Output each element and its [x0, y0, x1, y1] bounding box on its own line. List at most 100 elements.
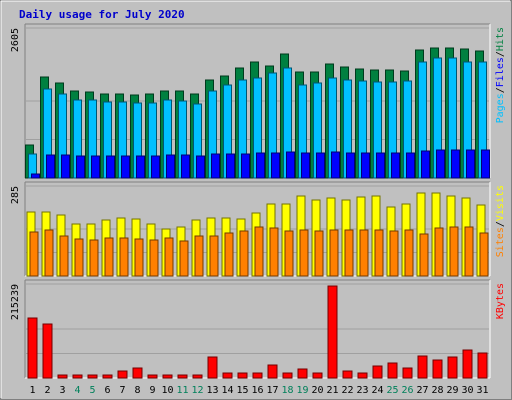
y-max-label-kbytes: 215239 [10, 284, 21, 320]
bar-sites-day-31 [479, 232, 489, 277]
bar-sites-day-30 [464, 226, 474, 277]
bar-pages-day-5 [91, 155, 100, 179]
bar-pages-day-2 [46, 154, 55, 179]
legend-separator: / [495, 87, 506, 93]
bar-sites-day-5 [89, 239, 99, 277]
bar-sites-day-27 [419, 233, 429, 277]
x-tick-label-day-3: 3 [59, 385, 65, 396]
bar-sites-day-16 [254, 226, 264, 277]
legend-item-kbytes: KBytes [495, 283, 506, 319]
bar-pages-day-28 [436, 149, 445, 179]
bar-kbytes-day-28 [432, 359, 443, 379]
x-tick-label-day-29: 29 [446, 385, 458, 396]
x-tick-label-day-30: 30 [461, 385, 473, 396]
bar-sites-day-24 [374, 229, 384, 277]
chart-title: Daily usage for July 2020 [19, 8, 185, 21]
bar-sites-day-15 [239, 230, 249, 277]
x-tick-label-day-6: 6 [104, 385, 110, 396]
x-tick-label-day-13: 13 [206, 385, 218, 396]
bar-pages-day-10 [166, 154, 175, 179]
bar-sites-day-4 [74, 238, 84, 277]
bar-sites-day-22 [344, 229, 354, 277]
legend-item-sites: Sites [495, 227, 506, 257]
bar-pages-day-21 [331, 151, 340, 179]
x-tick-label-day-18: 18 [281, 385, 293, 396]
bar-pages-day-24 [376, 152, 385, 179]
legend-item-files: Files [495, 57, 506, 87]
bar-kbytes-day-3 [57, 374, 68, 379]
bar-sites-day-26 [404, 229, 414, 277]
bar-pages-day-15 [241, 153, 250, 179]
x-tick-label-day-23: 23 [356, 385, 368, 396]
x-tick-label-day-7: 7 [119, 385, 125, 396]
bar-pages-day-31 [481, 149, 490, 179]
x-tick-label-day-21: 21 [326, 385, 338, 396]
x-tick-label-day-11: 11 [176, 385, 188, 396]
legend-item-hits: Hits [495, 27, 506, 51]
bar-kbytes-day-26 [402, 367, 413, 379]
bar-kbytes-day-29 [447, 356, 458, 379]
bar-pages-day-17 [271, 152, 280, 179]
bar-sites-day-23 [359, 229, 369, 277]
bar-pages-day-25 [391, 152, 400, 179]
bar-pages-day-12 [196, 155, 205, 179]
bar-sites-day-18 [284, 230, 294, 277]
x-tick-label-day-4: 4 [74, 385, 80, 396]
legend-item-visits: Visits [495, 185, 506, 221]
bar-pages-day-27 [421, 150, 430, 179]
x-tick-label-day-1: 1 [29, 385, 35, 396]
bar-kbytes-day-16 [252, 372, 263, 379]
bar-kbytes-day-13 [207, 356, 218, 379]
x-tick-label-day-31: 31 [476, 385, 488, 396]
legend-separator: / [495, 221, 506, 227]
bar-pages-day-18 [286, 151, 295, 179]
bar-sites-day-11 [179, 240, 189, 277]
bar-kbytes-day-18 [282, 372, 293, 379]
x-tick-label-day-26: 26 [401, 385, 413, 396]
bar-pages-day-9 [151, 155, 160, 179]
bar-pages-day-23 [361, 152, 370, 179]
bar-kbytes-day-15 [237, 372, 248, 379]
x-tick-label-day-17: 17 [266, 385, 278, 396]
bar-pages-day-20 [316, 152, 325, 179]
bar-kbytes-day-5 [87, 374, 98, 379]
legend-separator: / [495, 51, 506, 57]
legend-item-pages: Pages [495, 93, 506, 123]
legend-sites-visits: Sites/Visits [495, 185, 506, 257]
bar-pages-day-16 [256, 152, 265, 179]
bar-sites-day-19 [299, 229, 309, 277]
x-tick-label-day-16: 16 [251, 385, 263, 396]
bar-sites-day-9 [149, 239, 159, 277]
x-tick-label-day-10: 10 [161, 385, 173, 396]
bar-sites-day-13 [209, 235, 219, 277]
bar-kbytes-day-11 [177, 374, 188, 379]
bar-sites-day-2 [44, 229, 54, 277]
x-tick-label-day-2: 2 [44, 385, 50, 396]
bar-kbytes-day-12 [192, 374, 203, 379]
bar-kbytes-day-27 [417, 355, 428, 379]
x-tick-label-day-8: 8 [134, 385, 140, 396]
x-tick-label-day-25: 25 [386, 385, 398, 396]
bar-sites-day-28 [434, 227, 444, 277]
x-tick-label-day-14: 14 [221, 385, 233, 396]
bar-sites-day-21 [329, 229, 339, 277]
bar-sites-day-8 [134, 238, 144, 277]
x-tick-label-day-27: 27 [416, 385, 428, 396]
bar-kbytes-day-21 [327, 285, 338, 379]
bar-kbytes-day-6 [102, 374, 113, 379]
bar-pages-day-29 [451, 149, 460, 179]
x-tick-label-day-19: 19 [296, 385, 308, 396]
bar-kbytes-day-1 [27, 317, 38, 379]
bar-sites-day-12 [194, 235, 204, 277]
x-tick-label-day-15: 15 [236, 385, 248, 396]
bar-kbytes-day-7 [117, 370, 128, 379]
bar-pages-day-13 [211, 153, 220, 179]
bar-sites-day-1 [29, 231, 39, 277]
x-tick-label-day-12: 12 [191, 385, 203, 396]
bar-sites-day-25 [389, 230, 399, 277]
y-max-label-sites-visits: 285 [10, 186, 21, 204]
bar-pages-day-8 [136, 155, 145, 179]
bar-pages-day-7 [121, 155, 130, 179]
bar-sites-day-14 [224, 232, 234, 277]
